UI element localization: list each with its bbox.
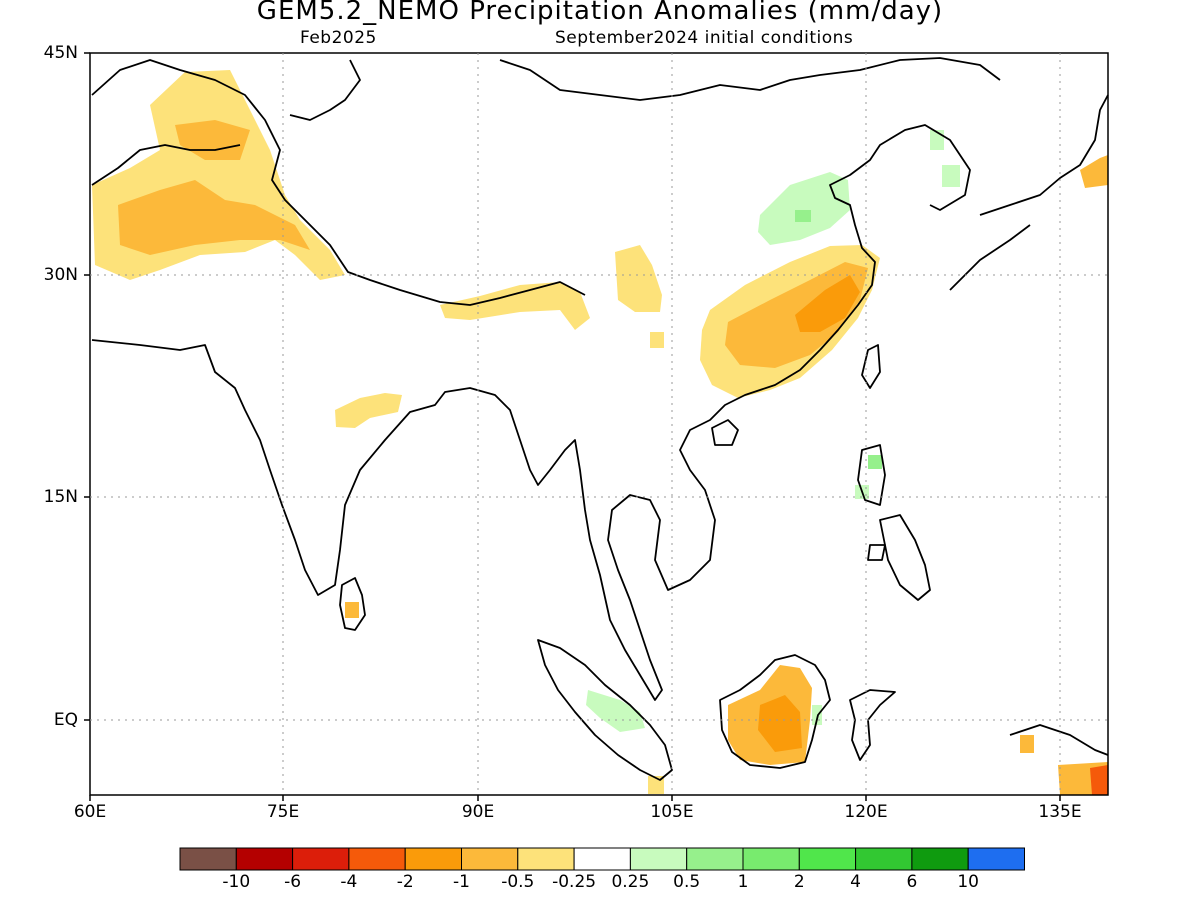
lat-label: 45N [43,43,78,63]
colorbar [179,847,1026,871]
colorbar-label: -4 [340,872,358,892]
map-title: GEM5.2_NEMO Precipitation Anomalies (mm/… [256,0,944,26]
colorbar-swatch [404,847,463,871]
lon-label: 75E [266,802,300,822]
colorbar-label: 0.5 [673,872,701,892]
colorbar-label: 1 [737,872,749,892]
colorbar-swatch [798,847,857,871]
lon-label: 90E [461,802,495,822]
colorbar-swatch [573,847,631,871]
map-frame [89,52,1109,796]
colorbar-label: 10 [957,872,979,892]
colorbar-label: 2 [793,872,805,892]
colorbar-label: -0.25 [552,872,597,892]
colorbar-swatch [348,847,406,871]
colorbar-swatch [629,847,688,871]
colorbar-swatch [742,847,800,871]
colorbar-swatch [292,847,350,871]
graticule [90,53,1108,795]
lon-label: 105E [650,802,694,822]
colorbar-label: -0.5 [501,872,535,892]
colorbar-swatch [855,847,913,871]
anomaly-shading [92,70,1108,795]
colorbar-label: -2 [396,872,414,892]
initial-conditions: September2024 initial conditions [555,28,854,48]
lon-label: 135E [1038,802,1082,822]
colorbar-label: -10 [222,872,251,892]
colorbar-swatch [235,847,294,871]
lat-label: EQ [53,710,78,730]
colorbar-label: 4 [850,872,861,892]
colorbar-label: -1 [453,872,470,892]
colorbar-swatch [461,847,519,871]
colorbar-swatch [967,847,1026,871]
colorbar-label: -6 [284,872,302,892]
lon-label: 60E [73,802,107,822]
colorbar-swatch [686,847,744,871]
colorbar-label: 6 [906,872,918,892]
colorbar-swatch [911,847,969,871]
coastlines [91,57,1109,781]
lon-label: 120E [844,802,888,822]
lat-label: 30N [43,265,78,285]
axis-ticks [84,52,1061,801]
colorbar-label: 0.25 [611,872,650,892]
colorbar-swatch [517,847,575,871]
forecast-month: Feb2025 [300,28,377,48]
lat-label: 15N [43,487,78,507]
colorbar-swatch [179,847,237,871]
